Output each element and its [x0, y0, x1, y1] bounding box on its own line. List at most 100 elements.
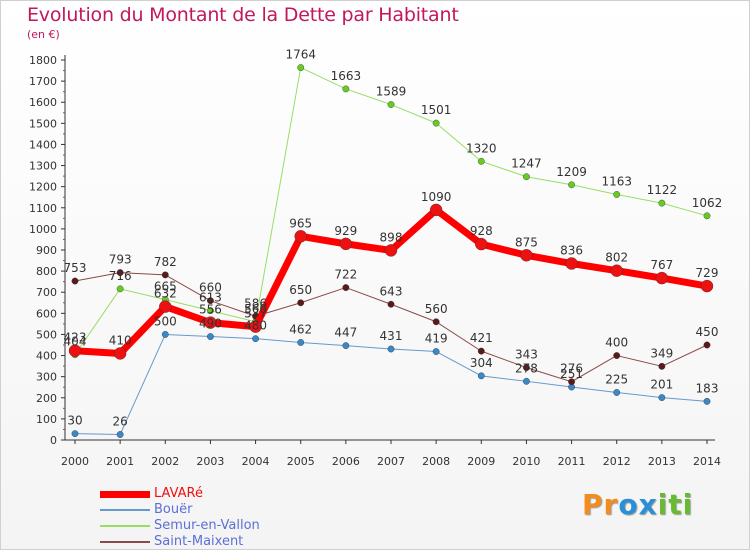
logo-letter: r	[603, 488, 619, 521]
y-tick-label: 900	[36, 244, 57, 257]
data-label-lavar-: 802	[605, 251, 628, 265]
data-point-saint-maixent	[116, 269, 124, 276]
data-label-bou-r: 304	[470, 356, 493, 370]
data-point-saint-maixent	[297, 299, 305, 307]
data-point-bou-r	[252, 335, 259, 343]
data-label-bou-r: 462	[289, 322, 312, 336]
data-point-lavar-	[520, 249, 533, 262]
data-label-bou-r: 500	[154, 314, 177, 328]
chart-subtitle: (en €)	[27, 28, 60, 41]
data-point-saint-maixent	[568, 378, 575, 386]
x-tick-label: 2001	[106, 455, 134, 468]
x-tick-label: 2014	[693, 455, 721, 468]
y-tick-label: 1500	[29, 117, 57, 130]
data-point-saint-maixent	[207, 297, 214, 305]
legend-swatch	[100, 509, 150, 511]
data-label-lavar-: 423	[64, 331, 87, 345]
data-point-lavar-	[700, 279, 714, 293]
data-label-saint-maixent: 421	[470, 331, 493, 345]
data-label-semur-en-vallon: 716	[109, 269, 132, 283]
data-label-semur-en-vallon: 1163	[601, 174, 632, 188]
y-tick-label: 400	[36, 350, 57, 363]
y-tick-label: 600	[36, 307, 57, 320]
data-point-semur-en-vallon	[613, 191, 621, 198]
data-point-bou-r	[613, 389, 621, 396]
data-point-saint-maixent	[161, 271, 169, 279]
data-label-semur-en-vallon: 1663	[331, 69, 362, 83]
data-label-semur-en-vallon: 1209	[556, 165, 587, 179]
data-label-saint-maixent: 793	[109, 253, 132, 267]
data-point-lavar-	[565, 257, 578, 270]
data-label-bou-r: 480	[244, 319, 267, 333]
data-label-saint-maixent: 643	[380, 284, 403, 298]
data-point-saint-maixent	[432, 318, 440, 326]
data-point-bou-r	[703, 397, 711, 405]
data-point-saint-maixent	[71, 277, 79, 285]
data-point-bou-r	[658, 394, 666, 401]
data-label-semur-en-vallon: 1320	[466, 141, 497, 155]
y-tick-label: 0	[50, 434, 57, 447]
data-point-lavar-	[159, 300, 172, 313]
y-tick-label: 1200	[29, 181, 57, 194]
data-point-lavar-	[475, 237, 488, 251]
data-point-bou-r	[477, 372, 485, 380]
data-label-bou-r: 447	[334, 326, 357, 340]
data-point-bou-r	[432, 348, 440, 355]
data-label-lavar-: 929	[334, 224, 357, 238]
logo-letter: i	[682, 488, 694, 521]
data-label-semur-en-vallon: 560	[244, 302, 267, 316]
logo-letter: x	[638, 488, 658, 521]
data-point-lavar-	[249, 320, 262, 333]
data-point-saint-maixent	[342, 284, 350, 291]
x-tick-label: 2002	[151, 455, 179, 468]
data-label-saint-maixent: 400	[605, 336, 628, 350]
logo-letter: P	[582, 488, 604, 521]
data-label-saint-maixent: 660	[199, 281, 222, 295]
data-label-semur-en-vallon: 1764	[285, 48, 316, 62]
data-label-saint-maixent: 450	[696, 325, 719, 339]
data-point-bou-r	[71, 430, 79, 438]
x-tick-label: 2011	[558, 455, 586, 468]
data-label-bou-r: 419	[425, 332, 448, 346]
y-tick-label: 1800	[29, 54, 57, 67]
data-label-lavar-: 729	[696, 266, 719, 280]
data-label-semur-en-vallon: 1122	[647, 183, 678, 197]
data-point-saint-maixent	[703, 341, 711, 349]
data-point-lavar-	[610, 264, 623, 277]
data-label-semur-en-vallon: 1247	[511, 157, 542, 171]
data-label-saint-maixent: 722	[334, 268, 357, 282]
data-point-saint-maixent	[658, 362, 666, 370]
data-point-bou-r	[297, 339, 305, 346]
data-point-semur-en-vallon	[568, 181, 575, 189]
data-label-saint-maixent: 560	[425, 302, 448, 316]
data-label-lavar-: 767	[650, 258, 673, 272]
legend-label: Bouër	[154, 502, 193, 517]
y-tick-label: 1000	[29, 223, 57, 236]
y-tick-label: 500	[36, 328, 57, 341]
data-label-saint-maixent: 343	[515, 348, 538, 362]
data-point-saint-maixent	[387, 300, 395, 308]
data-point-lavar-	[429, 203, 443, 217]
chart-title: Evolution du Montant de la Dette par Hab…	[27, 4, 459, 26]
data-label-saint-maixent: 650	[289, 283, 312, 297]
data-point-semur-en-vallon	[297, 64, 305, 72]
data-point-semur-en-vallon	[523, 173, 530, 181]
data-point-semur-en-vallon	[387, 101, 395, 108]
data-label-saint-maixent: 753	[64, 261, 87, 275]
y-tick-label: 300	[36, 371, 57, 384]
data-point-semur-en-vallon	[658, 199, 666, 207]
data-point-lavar-	[113, 347, 127, 360]
logo-letter: t	[668, 488, 683, 521]
data-point-bou-r	[387, 345, 395, 353]
data-point-lavar-	[655, 271, 669, 285]
x-tick-label: 2000	[61, 455, 89, 468]
data-label-bou-r: 490	[199, 317, 222, 331]
proxiti-logo: Proxiti	[582, 488, 693, 521]
y-tick-label: 1600	[29, 96, 57, 109]
x-tick-label: 2003	[196, 455, 224, 468]
data-label-bou-r: 183	[696, 381, 719, 395]
data-label-bou-r: 278	[515, 361, 538, 375]
x-tick-label: 2005	[287, 455, 315, 468]
y-tick-label: 1700	[29, 75, 57, 88]
legend-swatch	[100, 541, 150, 543]
